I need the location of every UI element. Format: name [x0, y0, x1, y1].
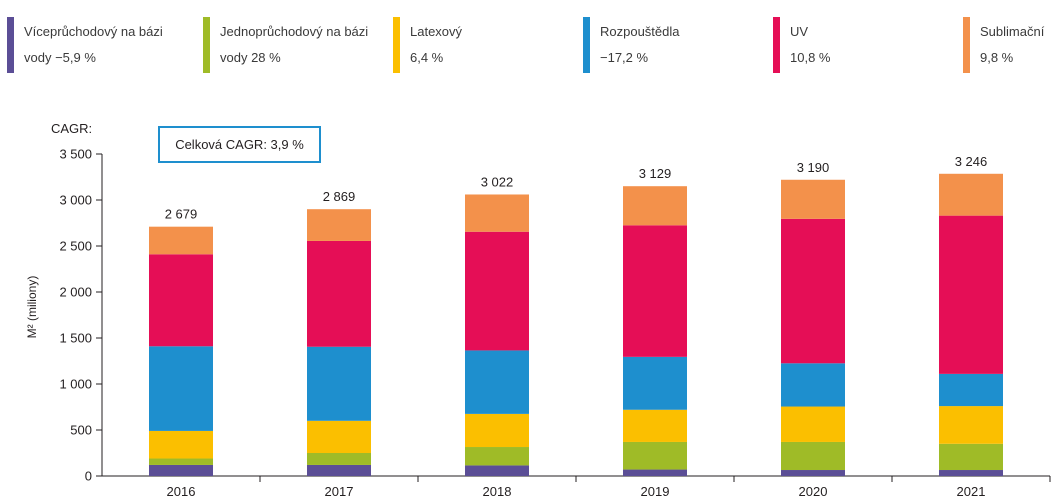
bar-segment — [465, 447, 529, 466]
legend-swatch — [7, 17, 14, 73]
legend-swatch — [393, 17, 400, 73]
y-tick-label: 3 500 — [59, 147, 92, 162]
bar-segment — [307, 346, 371, 421]
cagr-label: CAGR: — [51, 121, 93, 136]
legend-label-line2: 9,8 % — [980, 50, 1014, 65]
legend-label-line1: UV — [790, 24, 809, 39]
legend-label: Jednoprůchodový na bázi vody 28 % — [220, 19, 368, 71]
bar-segment — [465, 465, 529, 476]
legend-label-line1: Jednoprůchodový na bázi — [220, 24, 369, 39]
bar-segment — [307, 240, 371, 347]
legend-label-line2: 10,8 % — [790, 50, 831, 65]
bar-segment — [307, 209, 371, 241]
legend-swatch — [963, 17, 970, 73]
bar-segment — [623, 469, 687, 476]
legend-label-line1: Latexový — [410, 24, 463, 39]
bar-segment — [149, 458, 213, 465]
bar-segment — [149, 254, 213, 347]
bar-segment — [623, 356, 687, 410]
bar-segment — [307, 453, 371, 465]
legend-label-line2: vody −5,9 % — [24, 50, 96, 65]
bar-segment — [149, 226, 213, 255]
bar-segment — [465, 194, 529, 232]
bar-total-label: 3 190 — [797, 160, 830, 175]
bar-segment — [149, 464, 213, 476]
bar-segment — [623, 409, 687, 442]
x-tick-label: 2020 — [799, 484, 828, 499]
bar-total-label: 2 679 — [165, 207, 198, 222]
bar-segment — [939, 443, 1003, 471]
legend-label: Víceprůchodový na bázi vody −5,9 % — [24, 19, 163, 71]
legend-label-line2: −17,2 % — [600, 50, 649, 65]
bar-segment — [149, 346, 213, 431]
bar-segment — [465, 413, 529, 448]
bar-segment — [623, 441, 687, 470]
bar-segment — [939, 173, 1003, 216]
y-tick-label: 1 000 — [59, 377, 92, 392]
legend-label: Sublimační 9,8 % — [980, 19, 1044, 71]
y-tick-label: 2 000 — [59, 285, 92, 300]
legend-label-line1: Sublimační — [980, 24, 1045, 39]
y-tick-label: 1 500 — [59, 331, 92, 346]
bar-segment — [781, 218, 845, 364]
legend-swatch — [583, 17, 590, 73]
bar-segment — [939, 215, 1003, 374]
chart-legend: Víceprůchodový na bázi vody −5,9 % Jedno… — [0, 0, 1060, 80]
y-tick-label: 2 500 — [59, 239, 92, 254]
bar-total-label: 3 129 — [639, 166, 672, 181]
y-tick-label: 500 — [70, 423, 92, 438]
bar-total-label: 2 869 — [323, 189, 356, 204]
legend-label-line2: 6,4 % — [410, 50, 444, 65]
bar-segment — [149, 430, 213, 459]
legend-swatch — [203, 17, 210, 73]
bar-segment — [307, 464, 371, 476]
y-tick-label: 3 000 — [59, 193, 92, 208]
x-tick-label: 2016 — [167, 484, 196, 499]
total-cagr-box: Celková CAGR: 3,9 % — [158, 126, 321, 163]
x-tick-label: 2018 — [483, 484, 512, 499]
legend-label: UV 10,8 % — [790, 19, 830, 71]
legend-label: Latexový 6,4 % — [410, 19, 462, 71]
bar-segment — [781, 406, 845, 442]
legend-label-line2: vody 28 % — [220, 50, 281, 65]
legend-label-line1: Víceprůchodový na bázi — [24, 24, 163, 39]
bar-segment — [939, 406, 1003, 444]
bar-segment — [465, 350, 529, 414]
bar-segment — [623, 225, 687, 357]
bar-segment — [939, 470, 1003, 476]
x-tick-label: 2019 — [641, 484, 670, 499]
bar-segment — [781, 179, 845, 219]
bar-segment — [781, 363, 845, 407]
bar-segment — [307, 420, 371, 453]
legend-label-line1: Rozpouštědla — [600, 24, 680, 39]
bar-segment — [939, 373, 1003, 407]
bar-segment — [781, 470, 845, 476]
bar-segment — [465, 231, 529, 351]
bar-total-label: 3 246 — [955, 154, 988, 169]
x-tick-label: 2021 — [957, 484, 986, 499]
legend-swatch — [773, 17, 780, 73]
bar-segment — [781, 441, 845, 471]
legend-label: Rozpouštědla −17,2 % — [600, 19, 680, 71]
x-tick-label: 2017 — [325, 484, 354, 499]
y-tick-label: 0 — [85, 469, 92, 484]
bar-total-label: 3 022 — [481, 174, 514, 189]
bar-segment — [623, 186, 687, 226]
